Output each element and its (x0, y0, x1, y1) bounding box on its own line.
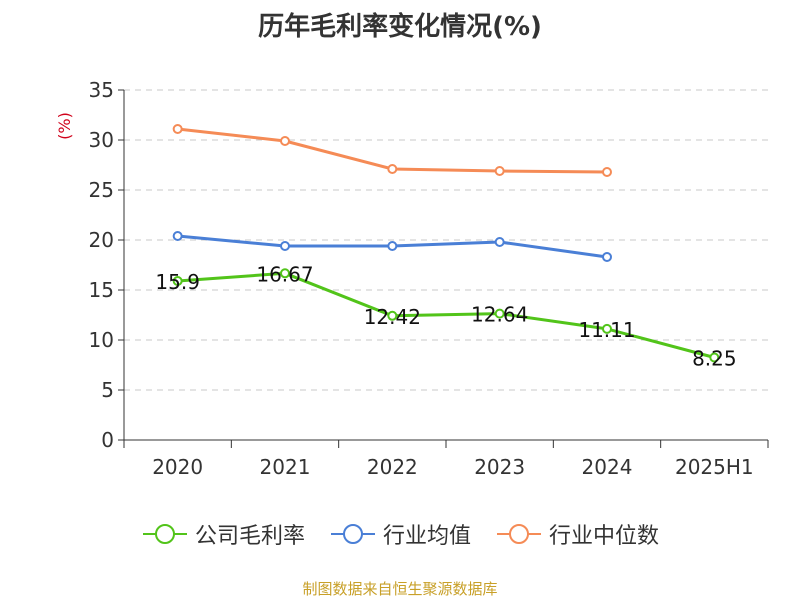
legend-marker-industry-median (497, 524, 541, 544)
x-tick-label: 2021 (260, 455, 311, 479)
y-tick-label: 5 (101, 378, 114, 402)
data-label-company: 11.11 (578, 318, 635, 342)
legend-label-industry-median: 行业中位数 (549, 524, 660, 549)
y-tick-label: 35 (89, 78, 114, 102)
legend-label-industry-avg: 行业均值 (382, 524, 471, 549)
chart-title: 历年毛利率变化情况(%) (258, 12, 542, 42)
data-label-company: 8.25 (692, 347, 737, 371)
data-point-company (387, 310, 398, 321)
series-line-company (177, 271, 715, 359)
data-label-company: 12.64 (471, 303, 528, 327)
y-tick-label: 30 (89, 128, 114, 152)
x-tick-label: 2024 (582, 455, 633, 479)
data-point-company (280, 268, 290, 279)
y-tick-label: 10 (89, 328, 114, 352)
y-tick-label: 0 (101, 428, 114, 452)
legend: 公司毛利率 行业均值 行业中位数 (0, 518, 800, 550)
data-source-note: 制图数据来自恒生聚源数据库 (302, 580, 498, 598)
x-tick-label: 2025H1 (675, 455, 754, 479)
data-point-industry-avg (172, 231, 183, 241)
data-point-industry-median (387, 164, 398, 174)
y-axis-label: (%) (55, 112, 74, 140)
x-tick-label: 2023 (474, 455, 525, 479)
data-point-industry-avg (387, 241, 398, 251)
data-point-company (172, 276, 183, 286)
legend-item-industry-median[interactable]: 行业中位数 (495, 518, 659, 550)
data-point-industry-median (172, 124, 183, 134)
legend-label-company: 公司毛利率 (194, 524, 305, 549)
data-point-company (602, 323, 612, 334)
data-point-company (494, 308, 505, 319)
x-tick-label: 2022 (367, 455, 418, 479)
legend-item-company[interactable]: 公司毛利率 (141, 518, 305, 550)
data-label-company: 15.9 (155, 270, 200, 294)
data-label-company: 12.42 (364, 305, 421, 329)
data-point-industry-avg (280, 241, 290, 251)
y-tick-label: 15 (89, 278, 114, 302)
data-point-industry-median (494, 166, 505, 176)
y-tick-label: 25 (89, 178, 114, 202)
data-point-industry-median (602, 167, 612, 177)
legend-marker-company (142, 524, 187, 544)
x-tick-label: 2020 (152, 455, 203, 479)
data-point-industry-avg (602, 252, 612, 262)
data-label-company: 16.67 (256, 262, 313, 286)
legend-item-industry-avg[interactable]: 行业均值 (329, 518, 471, 550)
legend-marker-industry-avg (330, 524, 375, 544)
data-point-industry-median (280, 136, 290, 146)
data-point-company (709, 352, 720, 363)
data-point-industry-avg (494, 237, 505, 247)
y-tick-label: 20 (89, 228, 114, 252)
